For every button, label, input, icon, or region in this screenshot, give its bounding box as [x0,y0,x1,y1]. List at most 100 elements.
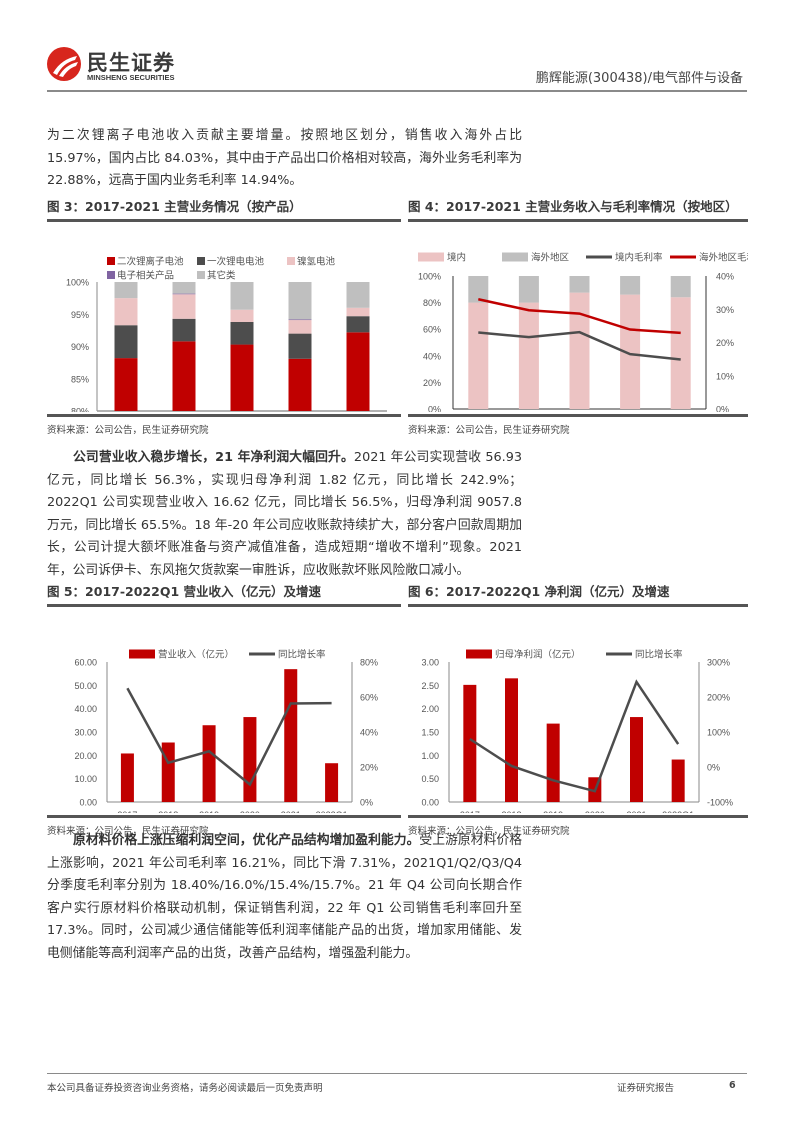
svg-text:300%: 300% [707,658,730,668]
figure-5-top-rule [47,604,401,607]
bar-segment [288,319,312,321]
bar-segment [172,341,196,411]
legend-item: 海外地区 [502,252,570,264]
bar-segment [114,325,138,359]
svg-text:1.00: 1.00 [421,751,439,761]
legend-item: 同比增长率 [606,649,683,661]
figure-6-top-rule [408,604,748,607]
bar-overseas [518,276,539,303]
figure-4-top-rule [408,219,748,222]
bar-overseas [670,276,691,298]
svg-text:0%: 0% [360,798,373,808]
bar-segment [346,332,370,411]
svg-text:2021: 2021 [626,810,646,813]
figure-3: 图 3：2017-2021 主营业务情况（按产品） 二次锂离子电池 一次锂电电池 镍… [47,196,401,436]
svg-text:40%: 40% [360,728,378,738]
figure-3-chart: 二次锂离子电池 一次锂电电池 镍氢电池 电子相关产品 其它类 80% 85% 90% 95% 10… [47,222,401,430]
figure-6-source: 资料来源：公司公告，民生证券研究院 [408,826,570,837]
svg-text:归母净利润（亿元）: 归母净利润（亿元） [495,649,581,661]
figure-4-chart: 境内 海外地区 境内毛利率 海外地区毛利率 0% 20% 40% 60% 80% 100% 0% 10… [408,222,766,429]
paragraph-margin-pressure-heading: 原材料价格上涨压缩利润空间，优化产品结构增加盈利能力。 [73,833,420,848]
figure-5: 图 5：2017-2022Q1 营业收入（亿元）及增速 营业收入（亿元） 同比增长… [47,581,401,837]
bar-domestic [670,297,691,409]
svg-text:0.50: 0.50 [421,774,439,784]
bar [243,717,257,802]
bar [546,723,560,802]
svg-text:镍氢电池: 镍氢电池 [297,256,336,268]
figure-3-source: 资料来源：公司公告，民生证券研究院 [47,425,209,436]
logo-mark-icon [47,47,81,81]
svg-text:85%: 85% [71,374,89,384]
figure-4-source: 资料来源：公司公告，民生证券研究院 [408,425,570,436]
svg-text:90%: 90% [71,342,89,352]
svg-text:海外地区: 海外地区 [531,252,570,264]
bar [284,669,298,802]
bar-domestic [518,302,539,409]
svg-text:0.00: 0.00 [421,798,439,808]
svg-text:海外地区毛利率: 海外地区毛利率 [699,252,748,264]
legend-item: 镍氢电池 [287,256,336,268]
figure-4-bottom-rule [408,414,748,417]
paragraph-revenue-growth: 公司营业收入稳步增长，21 年净利润大幅回升。2021 年公司实现营收 56.9… [47,447,522,583]
figure-5-chart: 营业收入（亿元） 同比增长率 0.00 10.00 20.00 30.00 40.00 50.… [47,607,401,821]
svg-text:0%: 0% [716,405,729,413]
legend-item: 归母净利润（亿元） [466,649,581,661]
logo-text-cn: 民生证券 [87,51,175,75]
svg-text:30%: 30% [716,305,734,315]
legend-item: 境内毛利率 [586,252,663,264]
svg-text:20%: 20% [716,338,734,348]
svg-text:境内: 境内 [447,252,466,264]
figure-5-bottom-rule [47,815,401,818]
svg-text:2020: 2020 [585,810,605,813]
svg-text:0.00: 0.00 [79,798,97,808]
svg-text:2017: 2017 [460,810,480,813]
svg-text:2018: 2018 [501,810,521,813]
bar [505,678,518,802]
svg-text:80%: 80% [71,407,89,413]
header-divider [47,90,747,92]
line-overseas-margin [478,298,681,335]
figure-6: 图 6：2017-2022Q1 净利润（亿元）及增速 归母净利润（亿元） 同比增长… [408,581,748,837]
bar-domestic [569,292,590,409]
svg-text:80%: 80% [360,658,378,668]
legend-item: 营业收入（亿元） [129,649,234,661]
svg-text:二次锂离子电池: 二次锂离子电池 [117,256,184,268]
svg-text:2018: 2018 [158,810,178,813]
bar [161,742,175,802]
svg-text:同比增长率: 同比增长率 [635,649,683,661]
logo-text-en: MINSHENG SECURITIES [87,73,175,82]
svg-text:10%: 10% [716,371,734,381]
svg-text:其它类: 其它类 [207,270,236,282]
line-domestic-margin [478,330,681,361]
bar-segment [172,293,196,295]
legend-item: 境内 [418,252,466,264]
growth-line [126,687,332,787]
svg-text:2020: 2020 [240,810,260,813]
svg-text:同比增长率: 同比增长率 [278,649,326,661]
svg-text:40.00: 40.00 [74,704,97,714]
bar-segment [230,344,254,411]
bar-segment [346,282,370,308]
bar-segment [230,309,254,322]
figure-5-title: 图 5：2017-2022Q1 营业收入（亿元）及增速 [47,584,321,599]
svg-text:100%: 100% [66,278,89,288]
bar-segment [288,282,312,320]
paragraph-revenue-growth-heading: 公司营业收入稳步增长，21 年净利润大幅回升。 [73,450,354,465]
company-logo: 民生证券 MINSHENG SECURITIES [47,47,192,85]
svg-text:10.00: 10.00 [74,774,97,784]
paragraph-margin-pressure: 原材料价格上涨压缩利润空间，优化产品结构增加盈利能力。受上游原材料价格上涨影响，… [47,830,522,966]
bar-segment [172,318,196,342]
svg-text:营业收入（亿元）: 营业收入（亿元） [158,649,234,661]
figure-6-bottom-rule [408,815,748,818]
svg-text:100%: 100% [418,272,441,282]
bar [202,725,216,802]
figure-4-title: 图 4：2017-2021 主营业务收入与毛利率情况（按地区） [408,199,738,214]
svg-text:2017: 2017 [117,810,137,813]
figure-3-bottom-rule [47,414,401,417]
report-subject: 鹏辉能源(300438)/电气部件与设备 [535,71,743,86]
bar-segment [288,320,312,334]
footer-divider [47,1073,747,1074]
svg-text:2022Q1: 2022Q1 [316,810,348,813]
svg-text:60.00: 60.00 [74,658,97,668]
legend-item: 电子相关产品 [107,270,174,282]
